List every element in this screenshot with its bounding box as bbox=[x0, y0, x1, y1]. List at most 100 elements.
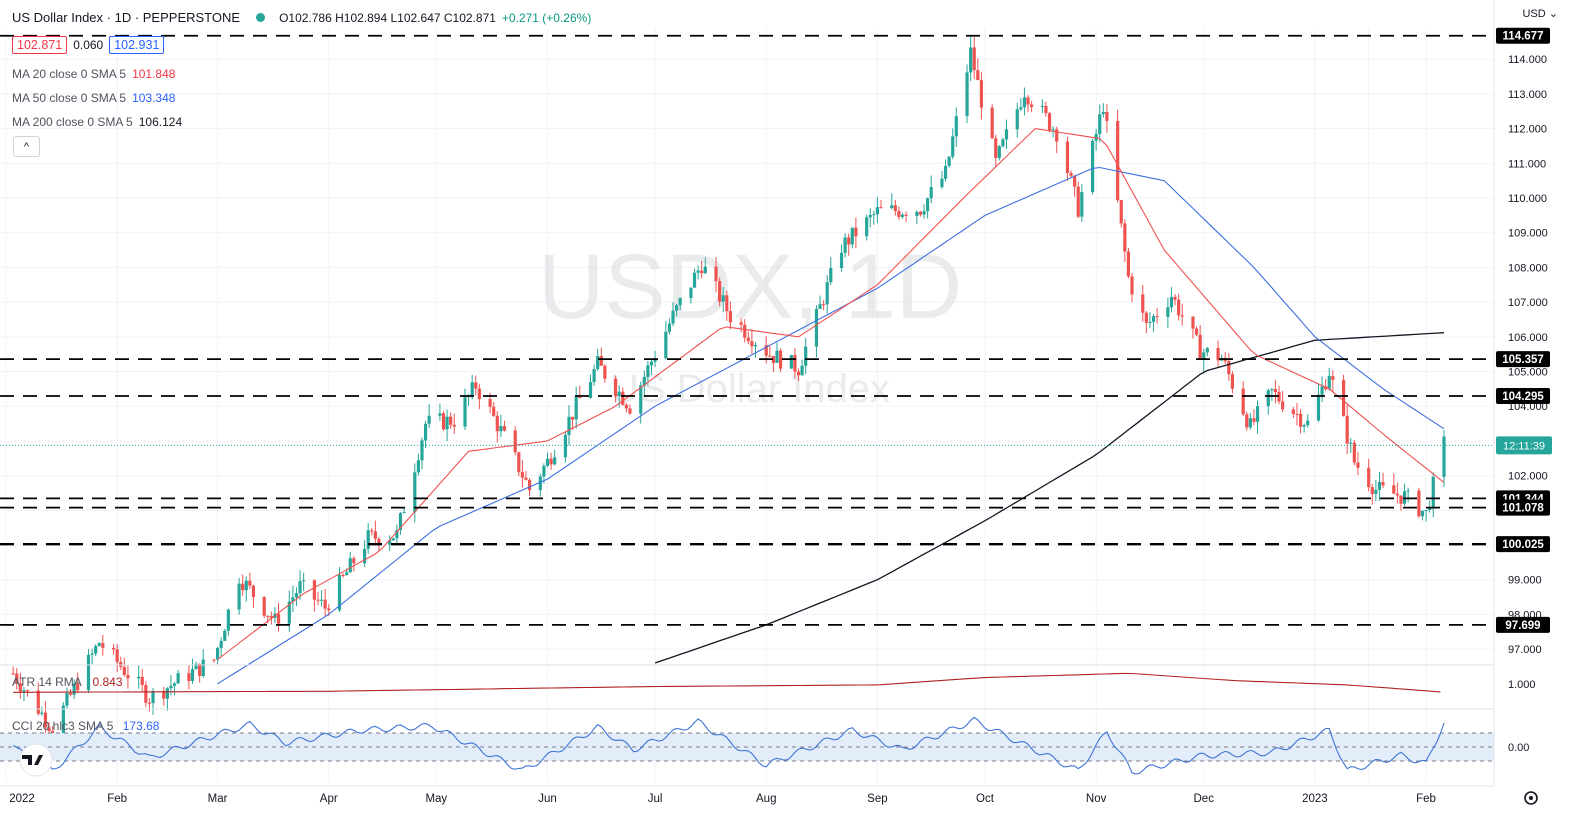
candle-body bbox=[499, 426, 503, 432]
candle-body bbox=[1101, 112, 1105, 115]
symbol-title[interactable]: US Dollar Index · 1D · PEPPERSTONE bbox=[12, 10, 241, 25]
candle-body bbox=[943, 165, 948, 179]
candle bbox=[1245, 411, 1249, 431]
candle-body bbox=[904, 214, 908, 216]
candle-body bbox=[319, 599, 324, 601]
cci-legend[interactable]: CCI 20 hlc3 SMA 5 173.68 bbox=[12, 719, 159, 733]
candle-body bbox=[865, 217, 869, 237]
level-label-bg bbox=[1496, 351, 1550, 368]
candle bbox=[1367, 458, 1371, 492]
candle bbox=[215, 647, 220, 664]
candle bbox=[1428, 500, 1432, 513]
atr-legend[interactable]: ATR 14 RMA 0.843 bbox=[12, 675, 123, 689]
candle-body bbox=[545, 458, 550, 466]
candle-body bbox=[674, 305, 679, 311]
candle bbox=[248, 572, 252, 589]
x-tick-label: Sep bbox=[867, 793, 887, 805]
ma20-legend[interactable]: MA 20 close 0 SMA 5 101.848 bbox=[12, 67, 175, 81]
candle bbox=[1177, 293, 1181, 321]
candle bbox=[997, 145, 1001, 161]
settings-gear-icon[interactable] bbox=[1524, 791, 1538, 805]
candle-body bbox=[1001, 139, 1005, 147]
candle-body bbox=[366, 530, 370, 549]
ask-price[interactable]: 102.931 bbox=[109, 36, 165, 54]
candle-body bbox=[327, 608, 331, 611]
x-tick-label: 2023 bbox=[1302, 793, 1328, 805]
candle-body bbox=[1047, 113, 1052, 131]
y-tick-label: 111.000 bbox=[1508, 158, 1546, 170]
candle-body bbox=[97, 643, 101, 646]
candle-body bbox=[520, 472, 524, 478]
candle-body bbox=[445, 416, 449, 430]
candle bbox=[1216, 340, 1220, 368]
candle bbox=[420, 437, 424, 470]
candle-body bbox=[1155, 316, 1159, 318]
candle-body bbox=[692, 272, 697, 288]
candle bbox=[1417, 487, 1421, 519]
candle bbox=[951, 128, 955, 160]
candle bbox=[427, 404, 431, 429]
candle-body bbox=[922, 211, 926, 215]
candle-body bbox=[90, 653, 94, 655]
candle-body bbox=[1126, 251, 1131, 277]
currency-selector[interactable]: USD ⌄ bbox=[1522, 7, 1558, 20]
candle bbox=[1116, 109, 1120, 203]
candle bbox=[223, 628, 227, 641]
candle-body bbox=[1090, 140, 1095, 193]
y-tick-label: 109.000 bbox=[1508, 228, 1548, 240]
level-label-bg bbox=[1496, 387, 1550, 404]
current-price-box bbox=[1496, 436, 1552, 455]
bid-ask-row: 102.871 0.060 102.931 bbox=[12, 36, 165, 54]
candle bbox=[868, 208, 872, 228]
candle-body bbox=[915, 211, 919, 216]
candle-body bbox=[402, 512, 406, 514]
candle-body bbox=[850, 227, 854, 245]
candle bbox=[1205, 346, 1209, 357]
bid-price[interactable]: 102.871 bbox=[12, 36, 68, 54]
candle bbox=[904, 211, 908, 222]
candle-body bbox=[370, 530, 374, 532]
chart-header: US Dollar Index · 1D · PEPPERSTONE O102.… bbox=[12, 10, 591, 25]
candle-body bbox=[201, 659, 205, 676]
candle bbox=[517, 451, 521, 477]
candle-body bbox=[664, 331, 668, 359]
candles-layer bbox=[11, 36, 1446, 743]
candle-body bbox=[316, 599, 320, 601]
candle bbox=[15, 668, 19, 690]
candle-body bbox=[890, 205, 894, 209]
candle-body bbox=[1248, 418, 1252, 428]
candle-body bbox=[463, 397, 467, 427]
candle bbox=[1076, 181, 1080, 219]
candle-body bbox=[1141, 294, 1145, 313]
ma50-legend[interactable]: MA 50 close 0 SMA 5 103.348 bbox=[12, 91, 175, 105]
candle-body bbox=[1202, 352, 1206, 360]
candle-body bbox=[1015, 109, 1019, 130]
candle-body bbox=[420, 440, 424, 461]
candle bbox=[1141, 285, 1145, 322]
candle-body bbox=[237, 583, 241, 610]
ma200-legend[interactable]: MA 200 close 0 SMA 5 106.124 bbox=[12, 115, 182, 129]
candle bbox=[1151, 313, 1156, 333]
candle-body bbox=[1428, 508, 1432, 511]
candle bbox=[872, 210, 876, 225]
candle-body bbox=[517, 452, 521, 473]
candle bbox=[363, 539, 367, 568]
candle-body bbox=[990, 107, 994, 139]
candle-body bbox=[65, 692, 69, 706]
candle bbox=[1191, 316, 1195, 339]
candle bbox=[474, 375, 478, 396]
ma50-line bbox=[217, 166, 1445, 685]
candle bbox=[298, 570, 302, 600]
candle-body bbox=[298, 581, 302, 594]
candle-body bbox=[1065, 141, 1070, 174]
candle-body bbox=[926, 198, 930, 212]
collapse-legend-button[interactable]: ^ bbox=[13, 136, 40, 157]
candle bbox=[725, 290, 729, 321]
candle bbox=[789, 354, 793, 369]
candle bbox=[68, 688, 73, 697]
candle bbox=[592, 364, 596, 386]
candle bbox=[395, 524, 399, 545]
candle-body bbox=[1345, 415, 1349, 444]
candle-body bbox=[1381, 482, 1385, 486]
